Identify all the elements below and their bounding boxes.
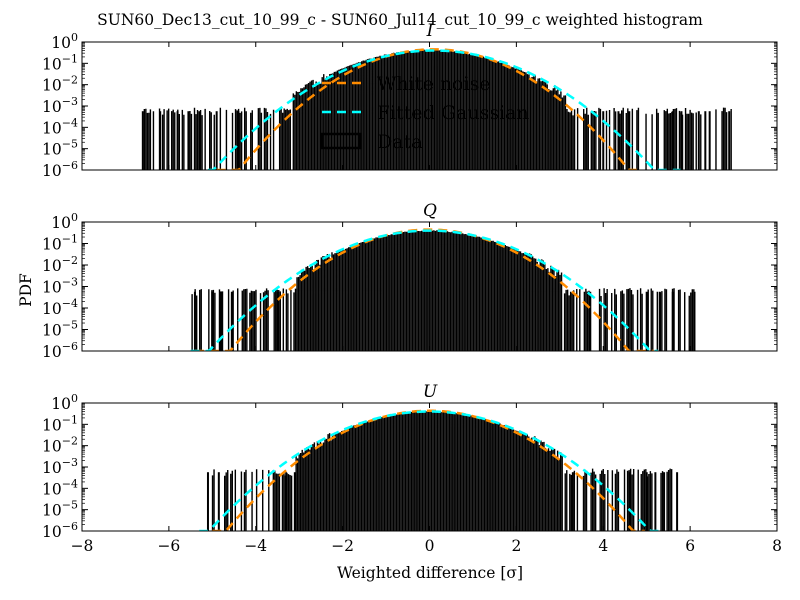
legend-item-data: Data: [320, 131, 423, 153]
y-tick-label: 100: [51, 392, 78, 413]
legend-item-fitted-gaussian: Fitted Gaussian: [322, 102, 529, 124]
y-tick-label: 10−1: [42, 413, 78, 434]
y-tick-label: 10−3: [42, 276, 78, 297]
data-histogram-bars: [143, 49, 732, 170]
subplot-title: I: [426, 21, 434, 41]
y-tick-label: 10−5: [42, 499, 78, 520]
y-tick-label: 10−6: [42, 520, 78, 541]
subplot-title: Q: [423, 201, 437, 221]
y-tick-label: 10−3: [42, 95, 78, 116]
y-tick-label: 10−2: [42, 74, 78, 95]
y-tick-label: 10−3: [42, 456, 78, 477]
x-tick-label: 2: [511, 537, 521, 555]
y-tick-label: 10−4: [42, 116, 78, 137]
plot-area: [141, 48, 732, 170]
y-tick-label: 100: [51, 31, 78, 52]
x-tick-label: 0: [425, 537, 435, 555]
legend: White noise Fitted Gaussian Data: [320, 73, 529, 153]
plot-area: [199, 409, 679, 531]
y-tick-label: 10−4: [42, 297, 78, 318]
x-tick-label: 8: [772, 537, 782, 555]
y-tick-label: 10−1: [42, 233, 78, 254]
x-tick-label: −8: [71, 537, 94, 555]
white-noise-curve: [216, 48, 641, 170]
legend-label: Data: [377, 131, 423, 153]
figure-title: SUN60_Dec13_cut_10_99_c - SUN60_Jul14_cu…: [97, 11, 703, 29]
legend-swatch: [320, 132, 362, 150]
y-tick-label: 10−6: [42, 159, 78, 180]
subplot-u: −8 −6 −4 −2 0 2 4 6 8 10010−110−210−310−410−510−6…: [42, 382, 782, 555]
y-tick-label: 10−5: [42, 319, 78, 340]
x-tick-label: 6: [685, 537, 695, 555]
y-tick-label: 10−2: [42, 435, 78, 456]
subplot-panels: 10010−110−210−310−410−510−6I10010−110−21…: [42, 21, 782, 555]
white-noise-curve: [212, 409, 645, 531]
data-histogram-bars: [191, 230, 695, 351]
subplot-title: U: [423, 382, 438, 402]
x-axis-label: Weighted difference [σ]: [337, 564, 523, 582]
y-tick-label: 100: [51, 211, 78, 232]
plot-area: [190, 228, 696, 351]
y-tick-label: 10−5: [42, 138, 78, 159]
legend-label: White noise: [377, 73, 491, 95]
fitted-gaussian-curve: [190, 229, 658, 351]
y-axis-label: PDF: [17, 273, 35, 307]
x-tick-label: 4: [598, 537, 608, 555]
legend-label: Fitted Gaussian: [377, 102, 529, 124]
x-tick-label: −2: [331, 537, 354, 555]
data-histogram-bars: [211, 410, 673, 531]
fitted-gaussian-curve: [199, 410, 664, 531]
y-tick-label: 10−2: [42, 254, 78, 275]
fitted-gaussian-curve: [207, 49, 681, 170]
y-tick-label: 10−4: [42, 477, 78, 498]
legend-item-white-noise: White noise: [322, 73, 491, 95]
x-tick-label: −4: [244, 537, 267, 555]
x-tick-label: −6: [157, 537, 180, 555]
y-tick-label: 10−6: [42, 340, 78, 361]
y-tick-label: 10−1: [42, 52, 78, 73]
